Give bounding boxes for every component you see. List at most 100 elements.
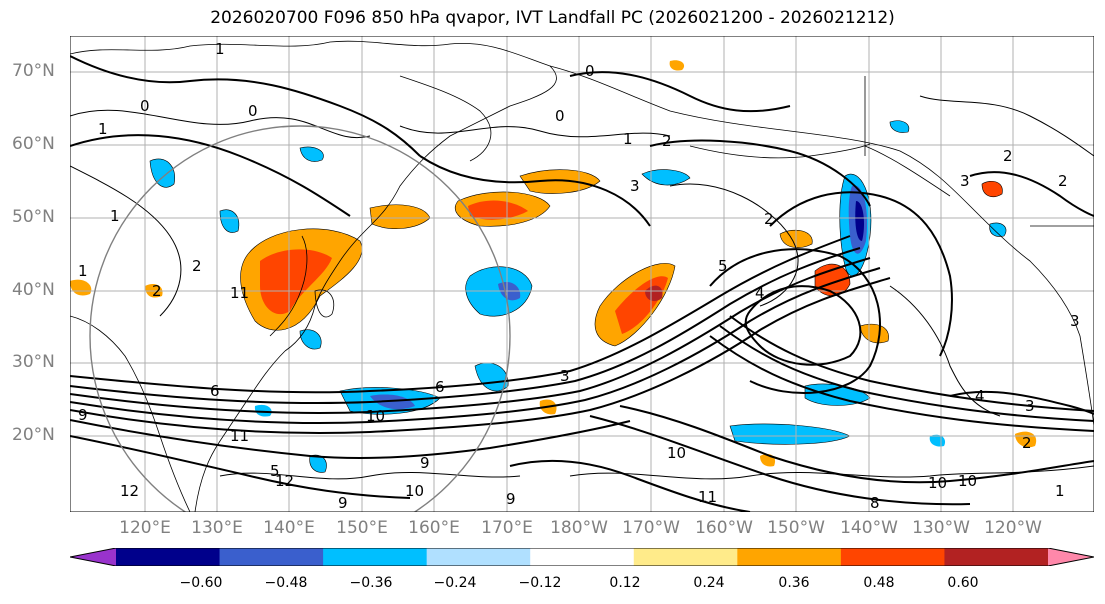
colorbar-cell	[944, 548, 1049, 566]
positive-anomaly-region	[468, 200, 528, 220]
colorbar-tick-label: −0.12	[518, 575, 562, 591]
lon-label: 160°W	[695, 518, 753, 538]
contour-label: 10	[958, 472, 977, 490]
map-title: 2026020700 F096 850 hPa qvapor, IVT Land…	[210, 8, 895, 28]
colorbar-cell	[633, 548, 738, 566]
colorbar-tick-label: −0.48	[264, 575, 308, 591]
lon-label: 180°W	[550, 518, 608, 538]
colorbar-cell	[530, 548, 635, 566]
contour-label: 2	[764, 210, 774, 228]
lon-label: 150°E	[336, 518, 388, 538]
lat-label: 40°N	[12, 280, 55, 300]
negative-anomaly-region	[309, 454, 327, 473]
lon-label: 140°W	[840, 518, 898, 538]
contour-label: 10	[928, 474, 947, 492]
contour-label: 9	[338, 494, 348, 512]
negative-anomaly-region	[299, 146, 324, 162]
contour-label: 0	[555, 107, 565, 125]
contour-label: 11	[698, 488, 717, 506]
contour-label: 12	[275, 472, 294, 490]
colorbar-cell	[219, 548, 324, 566]
negative-anomaly-region	[254, 404, 272, 417]
negative-anomaly-region	[989, 222, 1007, 237]
thin-contours	[70, 95, 1094, 480]
contour-label: 0	[248, 102, 258, 120]
contour-label: 10	[667, 444, 686, 462]
lat-label: 50°N	[12, 207, 55, 227]
contour-label: 11	[230, 427, 249, 445]
contour-label: 1	[98, 120, 108, 138]
lon-label: 160°E	[408, 518, 460, 538]
lon-label: 120°W	[984, 518, 1042, 538]
lon-label: 130°W	[912, 518, 970, 538]
negative-anomaly-region	[889, 120, 910, 133]
colorbar-tick-label: 0.12	[609, 575, 641, 591]
colorbar-cell	[323, 548, 428, 566]
contour-label: 3	[630, 177, 640, 195]
positive-anomaly-region	[645, 285, 663, 302]
contour-label: 1	[110, 207, 120, 225]
contour-label: 3	[960, 172, 970, 190]
contour-label: 11	[230, 284, 249, 302]
positive-anomaly-region	[859, 323, 889, 344]
lat-label: 20°N	[12, 425, 55, 445]
colorbar-cell	[426, 548, 531, 566]
colorbar-tick-label: 0.36	[778, 575, 810, 591]
contour-label: 0	[140, 97, 150, 115]
colorbar-tick-label: −0.36	[349, 575, 393, 591]
contour-label: 0	[585, 62, 595, 80]
colorbar-tick-label: 0.48	[863, 575, 895, 591]
contour-labels: 1 0 0 0 0 1 1 2 2 3 3 2 2 3 4 5 6 10 9 1…	[78, 40, 1080, 512]
contour-label: 6	[435, 378, 445, 396]
positive-anomaly-region	[70, 279, 92, 296]
colorbar-extend-low	[70, 548, 116, 566]
contour-label: 9	[420, 454, 430, 472]
contour-label: 3	[1070, 312, 1080, 330]
lon-label: 150°W	[767, 518, 825, 538]
lat-label: 30°N	[12, 352, 55, 372]
lat-label: 60°N	[12, 134, 55, 154]
lon-label: 130°E	[191, 518, 243, 538]
contour-label: 2	[662, 132, 672, 150]
contour-label: 10	[366, 407, 385, 425]
negative-anomaly-region	[641, 169, 691, 186]
lat-label: 70°N	[12, 61, 55, 81]
contour-label: 1	[1055, 482, 1065, 500]
contour-label: 5	[718, 257, 728, 275]
contour-label: 12	[120, 482, 139, 500]
colorbar-cell	[840, 548, 945, 566]
landfall-radius-ring	[89, 125, 511, 512]
positive-anomaly-region	[260, 249, 332, 315]
colorbar-tick-label: 0.60	[947, 575, 979, 591]
negative-anomaly-region	[855, 201, 864, 241]
contour-label: 9	[506, 490, 516, 508]
colorbar	[70, 548, 1094, 566]
positive-anomaly-region	[669, 60, 685, 71]
negative-anomaly-region	[149, 158, 176, 188]
anomaly-shading	[70, 60, 1037, 473]
lon-label: 140°E	[263, 518, 315, 538]
contour-label: 1	[215, 40, 225, 58]
ivt-contours	[70, 55, 1094, 512]
map-panel: 1 0 0 0 0 1 1 2 2 3 3 2 2 3 4 5 6 10 9 1…	[70, 36, 1094, 512]
contour-label: 2	[192, 257, 202, 275]
contour-label: 4	[975, 387, 985, 405]
colorbar-extend-high	[1048, 548, 1094, 566]
contour-label: 1	[623, 130, 633, 148]
colorbar-tick-label: 0.24	[693, 575, 725, 591]
contour-label: 10	[405, 482, 424, 500]
colorbar-cell	[116, 548, 221, 566]
colorbar-tick-label: −0.24	[433, 575, 477, 591]
negative-anomaly-region	[299, 329, 322, 350]
colorbar-cell	[737, 548, 842, 566]
contour-label: 3	[1025, 397, 1035, 415]
coastlines	[70, 40, 1094, 512]
contour-label: 2	[1022, 434, 1032, 452]
contour-label: 2	[152, 282, 162, 300]
contour-label: 9	[78, 406, 88, 424]
contour-label: 6	[210, 382, 220, 400]
negative-anomaly-region	[370, 394, 415, 410]
contour-label: 3	[560, 367, 570, 385]
contour-label: 4	[755, 284, 765, 302]
contour-label: 5	[270, 462, 280, 480]
